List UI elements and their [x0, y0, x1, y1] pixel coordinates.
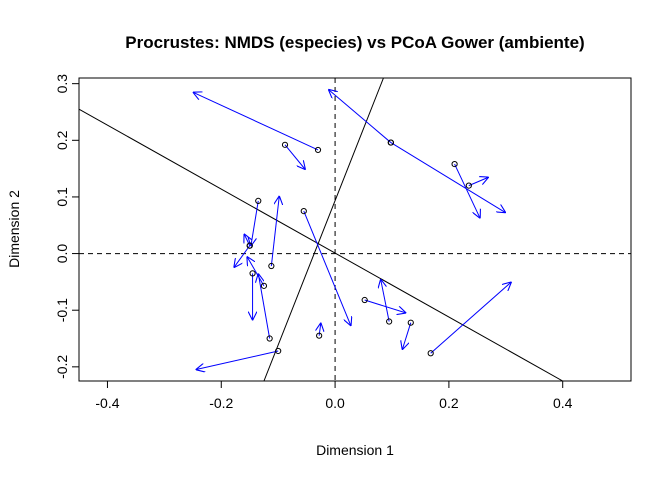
y-tick-label: 0.3 [54, 74, 70, 94]
data-point [386, 318, 393, 325]
data-point [407, 319, 414, 326]
y-tick-label: 0.2 [54, 130, 70, 150]
data-point [266, 335, 273, 342]
procrustes-arrow [234, 245, 251, 268]
data-points [246, 139, 472, 357]
data-point [255, 197, 262, 204]
procrustes-arrow [270, 196, 279, 267]
procrustes-arrow [402, 322, 412, 350]
procrustes-arrow [284, 144, 305, 170]
data-point [427, 350, 434, 357]
data-point [465, 182, 472, 189]
rotation-axis-lines [79, 78, 563, 381]
procrustes-arrow [247, 256, 265, 287]
x-axis: -0.4 -0.2 0.0 0.2 0.4 [95, 380, 573, 411]
procrustes-arrow [244, 234, 250, 246]
procrustes-arrow [468, 177, 489, 187]
procrustes-arrow [381, 279, 390, 322]
data-point [260, 282, 268, 289]
y-axis: -0.2 -0.1 0.0 0.1 0.2 0.3 [54, 74, 80, 379]
data-point [300, 207, 307, 215]
rotation-axis-line-1 [79, 108, 563, 381]
y-tick-label: -0.1 [54, 298, 70, 322]
data-point [387, 139, 394, 146]
data-point [314, 146, 322, 154]
procrustes-arrow [430, 282, 512, 354]
y-tick-label: -0.2 [54, 355, 70, 379]
reference-lines [79, 78, 631, 381]
procrustes-arrow [258, 273, 271, 339]
y-tick-label: 0.1 [54, 187, 70, 207]
x-tick-label: 0.2 [439, 395, 459, 411]
x-tick-label: 0.4 [553, 395, 573, 411]
data-point [281, 141, 289, 148]
data-point [246, 242, 253, 249]
procrustes-arrows [193, 89, 512, 369]
procrustes-arrow [390, 142, 506, 213]
data-point [361, 296, 368, 304]
procrustes-arrow [193, 92, 319, 151]
x-tick-label: 0.0 [325, 395, 345, 411]
procrustes-arrow [454, 163, 481, 218]
y-tick-label: 0.0 [54, 244, 70, 264]
data-point [275, 347, 282, 355]
procrustes-arrow [303, 210, 351, 326]
procrustes-arrow [364, 299, 407, 313]
x-axis-label: Dimension 1 [316, 442, 394, 458]
procrustes-arrow [328, 89, 392, 143]
plot-area [79, 78, 631, 381]
procrustes-arrow [196, 350, 279, 370]
data-point [249, 270, 256, 277]
data-point [268, 262, 275, 270]
y-axis-label: Dimension 2 [6, 190, 22, 268]
plot-frame [78, 77, 632, 382]
x-tick-label: -0.4 [95, 395, 119, 411]
data-point [316, 332, 323, 339]
data-point [451, 160, 458, 168]
rotation-axis-line-2 [263, 78, 384, 381]
chart-title: Procrustes: NMDS (especies) vs PCoA Gowe… [125, 33, 584, 52]
x-tick-label: -0.2 [209, 395, 233, 411]
procrustes-arrow [251, 200, 259, 246]
